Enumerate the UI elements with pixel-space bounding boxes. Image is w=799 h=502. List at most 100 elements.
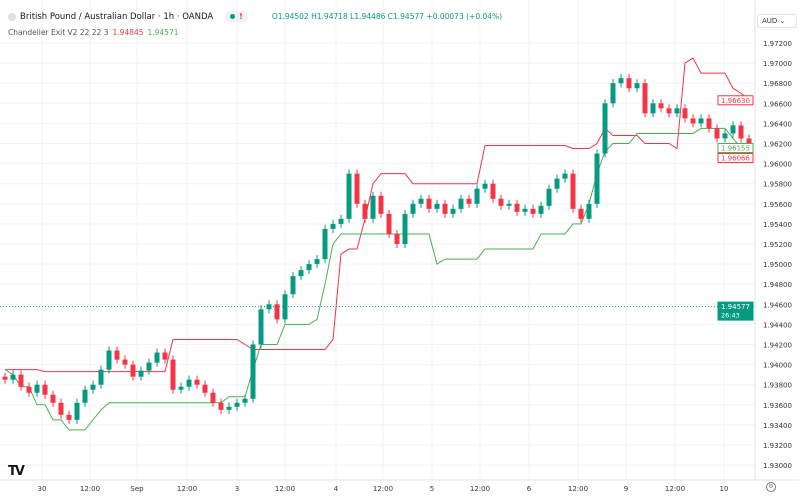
candle-body <box>474 188 480 204</box>
candle-body <box>530 208 536 214</box>
candle <box>50 390 56 407</box>
countdown-text: 26:43 <box>721 312 740 320</box>
candle <box>42 380 48 399</box>
ohlc-values: O1.94502 H1.94718 L1.94486 C1.94577 +0.0… <box>272 12 502 21</box>
market-status[interactable]: ! <box>225 11 248 22</box>
indicator-short-value: 1.94845 <box>112 28 144 37</box>
price-tick-label: 1.94400 <box>763 321 792 329</box>
candle <box>194 375 200 389</box>
currency-select[interactable]: AUD ⌄ <box>757 14 797 28</box>
candle-body <box>354 173 360 204</box>
candle-body <box>386 213 392 234</box>
candle <box>658 99 664 113</box>
candle-body <box>514 203 520 212</box>
candle <box>362 199 368 223</box>
price-tick-label: 1.96800 <box>763 80 792 88</box>
candle-body <box>314 259 320 265</box>
candle-body <box>250 344 256 399</box>
time-tick-label: 12:00 <box>568 485 588 493</box>
candle-body <box>162 352 168 360</box>
candle <box>306 260 312 275</box>
candle <box>682 104 688 123</box>
candle-body <box>34 384 40 393</box>
price-tick-label: 1.93800 <box>763 382 792 390</box>
candle-body <box>674 108 680 114</box>
candle <box>354 169 360 208</box>
candle-body <box>42 384 48 395</box>
candle-body <box>658 103 664 109</box>
candle <box>578 204 584 223</box>
candle-body <box>730 125 736 134</box>
candle <box>98 365 104 389</box>
candle-body <box>218 402 224 410</box>
candle-body <box>242 398 248 403</box>
price-tick-label: 1.96200 <box>763 141 792 149</box>
candle-body <box>426 198 432 209</box>
candle <box>418 194 424 208</box>
candle-body <box>74 402 80 420</box>
candle <box>738 121 744 143</box>
price-tick-label: 1.94200 <box>763 342 792 350</box>
candle-body <box>82 389 88 403</box>
candle-body <box>626 78 632 89</box>
candle <box>250 340 256 403</box>
candle <box>378 191 384 218</box>
candle <box>538 201 544 218</box>
candle <box>530 204 536 218</box>
candle <box>18 370 24 391</box>
candle-body <box>378 195 384 214</box>
candle <box>290 272 296 299</box>
candle-body <box>186 379 192 387</box>
symbol-title[interactable]: British Pound / Australian Dollar · 1h ·… <box>20 11 214 22</box>
candle <box>394 229 400 249</box>
candle <box>706 114 712 133</box>
candle <box>722 129 728 143</box>
price-tick-label: 1.93400 <box>763 422 792 430</box>
long_stop-line <box>4 127 749 431</box>
candle-body <box>370 195 376 219</box>
candle <box>522 204 528 216</box>
long-stop-label-text: 1.96155 <box>721 145 750 153</box>
candle-body <box>346 173 352 219</box>
candle <box>90 380 96 394</box>
short-stop-label: 1.96630 <box>717 95 754 106</box>
indicator-legend[interactable]: Chandelier Exit V2 22 22 3 1.94845 1.945… <box>8 28 179 37</box>
candle <box>210 388 216 407</box>
candle-body <box>154 352 160 363</box>
candle-body <box>706 118 712 129</box>
price-tick-label: 1.94800 <box>763 281 792 289</box>
candle <box>10 370 16 384</box>
candle-body <box>114 350 120 360</box>
candle-body <box>138 370 144 377</box>
candle <box>234 398 240 411</box>
settings-icon[interactable]: ⚙ <box>766 482 776 492</box>
candle <box>146 358 152 375</box>
candle <box>298 266 304 281</box>
candle-body <box>258 309 264 345</box>
candle <box>2 372 8 384</box>
candle <box>634 79 640 93</box>
candle <box>242 394 248 407</box>
price-tick-label: 1.93000 <box>763 462 792 470</box>
candle <box>442 199 448 218</box>
indicator-name[interactable]: Chandelier Exit V2 22 22 3 <box>8 28 109 37</box>
candle-body <box>210 392 216 403</box>
candle-body <box>402 213 408 244</box>
candle-body <box>58 402 64 415</box>
candle <box>458 194 464 213</box>
candle-body <box>322 228 328 260</box>
candle-body <box>274 304 280 320</box>
tradingview-logo[interactable]: TV <box>8 464 25 479</box>
candle <box>82 385 88 407</box>
candle <box>474 184 480 208</box>
candle <box>106 346 112 374</box>
time-tick-label: 6 <box>527 485 532 493</box>
candle-body <box>698 118 704 124</box>
candle <box>314 255 320 269</box>
candle-body <box>434 203 440 209</box>
stop-label-2-text: 1.96066 <box>721 155 750 163</box>
candle <box>170 355 176 394</box>
close-value: C1.94577 <box>387 12 425 21</box>
candle <box>714 124 720 143</box>
